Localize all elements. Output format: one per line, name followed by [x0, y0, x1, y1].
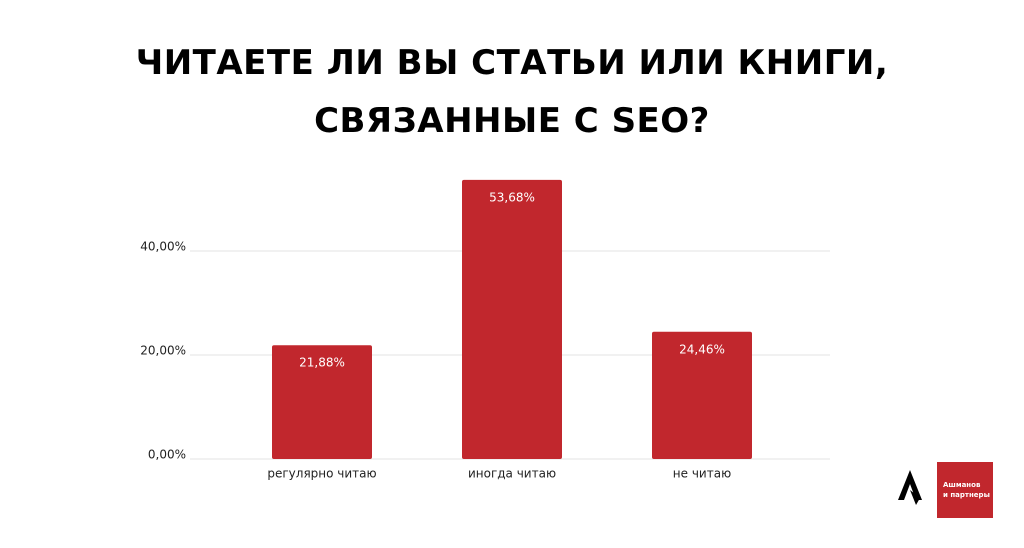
x-tick-label: иногда читаю — [468, 467, 556, 481]
bar — [272, 345, 372, 459]
x-tick-label: регулярно читаю — [267, 467, 376, 481]
logo-text: Ашманов — [943, 481, 981, 489]
x-tick-label: не читаю — [673, 467, 731, 481]
value-label: 53,68% — [489, 190, 535, 204]
logo-icon — [898, 470, 922, 505]
y-tick-label: 40,00% — [140, 240, 186, 254]
value-label: 24,46% — [679, 342, 725, 356]
logo-box — [937, 462, 993, 518]
logo-text: и партнеры — [943, 491, 990, 499]
y-tick-label: 20,00% — [140, 344, 186, 358]
y-tick-label: 0,00% — [148, 448, 186, 462]
value-label: 21,88% — [299, 356, 345, 370]
chart-title: ЧИТАЕТЕ ЛИ ВЫ СТАТЬИ ИЛИ КНИГИ, СВЯЗАННЫ… — [135, 43, 889, 141]
bar — [462, 179, 562, 459]
bar — [652, 331, 752, 459]
